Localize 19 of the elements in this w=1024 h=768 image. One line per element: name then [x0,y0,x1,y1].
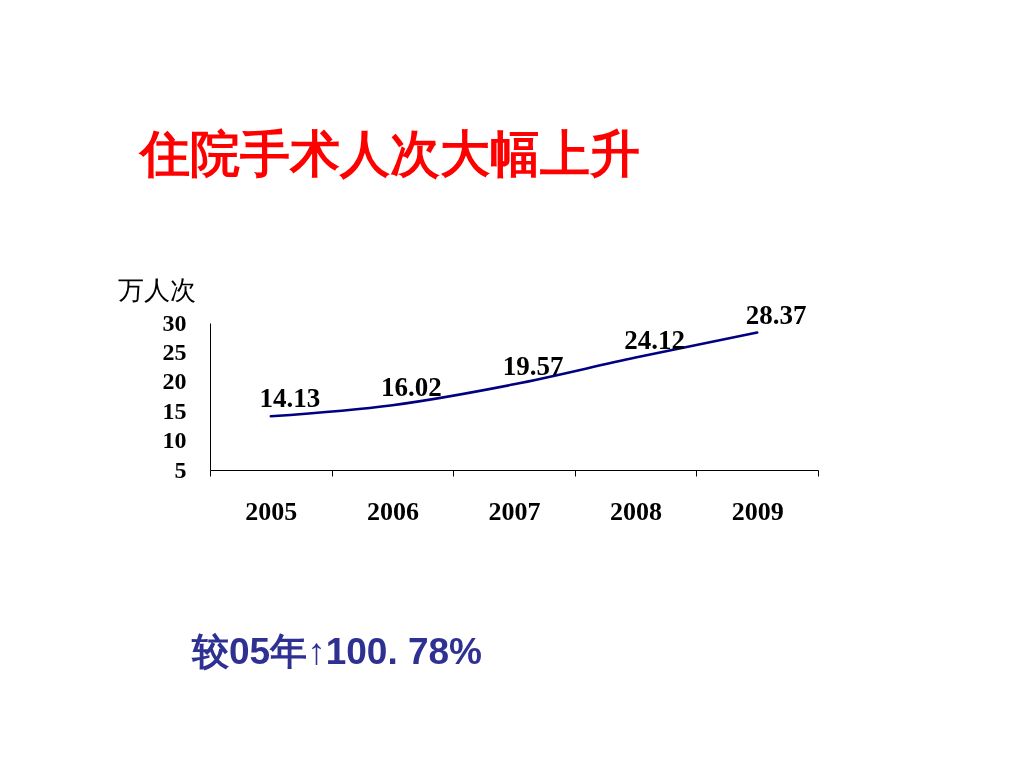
text: 较05年↑100. 78% [191,631,483,672]
chart-title: 住院手术人次大幅上升 [138,126,640,182]
x-tick-label: 2006 [366,496,419,526]
x-tick-label: 2007 [488,496,541,526]
x-tick-label: 2008 [610,496,663,526]
data-label: 16.02 [381,372,442,403]
y-axis-title: 万人次 [117,275,196,305]
y-tick-label: 30 [162,309,187,336]
data-label: 24.12 [624,324,685,355]
y-tick-label: 5 [174,456,187,483]
y-tick-label: 20 [162,368,187,395]
data-label: 14.13 [259,383,321,414]
data-label: 19.57 [502,351,564,382]
y-tick-label: 15 [162,397,187,424]
x-tick-label: 2009 [731,496,784,526]
x-tick-label: 2005 [245,496,298,526]
data-label: 28.37 [745,299,807,330]
y-tick-label: 25 [162,338,187,365]
y-tick-label: 10 [162,427,187,454]
